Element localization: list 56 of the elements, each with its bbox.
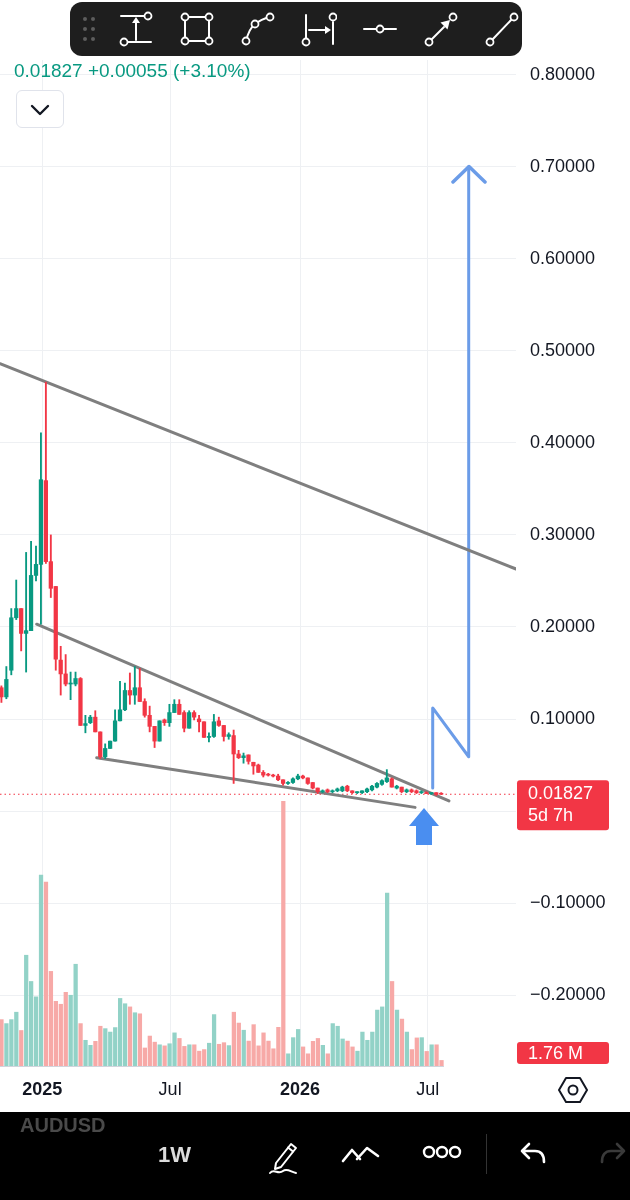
y-tick-label: 0.80000 — [530, 63, 596, 84]
bar — [63, 992, 68, 1066]
bar — [38, 874, 44, 1066]
candlestick — [23, 552, 29, 673]
bar — [216, 1043, 222, 1066]
bar — [424, 1051, 429, 1066]
text: 5d 7h — [528, 805, 574, 826]
bar — [300, 1046, 306, 1066]
bar — [429, 1044, 434, 1066]
bar — [320, 1045, 325, 1066]
x-tick-label: Jul — [416, 1078, 440, 1099]
bar — [137, 1013, 143, 1066]
y-tick-label: 0.40000 — [530, 431, 596, 452]
x-tick-label: Jul — [158, 1078, 182, 1099]
text: 1.76 M — [528, 1043, 584, 1063]
bar — [226, 1045, 232, 1066]
bar — [211, 1014, 217, 1066]
bar — [414, 1037, 419, 1066]
y-tick-label: 0.60000 — [530, 247, 596, 268]
bar — [187, 1044, 192, 1066]
bar — [78, 1023, 83, 1066]
y-tick-label: 0.30000 — [530, 523, 596, 544]
bar — [389, 981, 395, 1066]
bar — [103, 1028, 108, 1066]
bar — [19, 1030, 24, 1066]
bar — [192, 1044, 197, 1066]
bar — [399, 1018, 405, 1066]
bar — [24, 954, 29, 1066]
bar — [157, 1044, 162, 1066]
bar — [162, 1045, 167, 1066]
bar — [127, 1006, 133, 1066]
bar — [4, 1023, 9, 1066]
y-tick-label: 0.50000 — [530, 339, 596, 360]
y-tick-label: 0.10000 — [530, 707, 596, 728]
bar — [241, 1029, 246, 1066]
x-tick-label: 2025 — [22, 1078, 63, 1099]
ref-line-label: 0.01827 — [528, 783, 594, 804]
bar — [0, 1019, 4, 1066]
bottom-toolbar: AUDUSD 1W — [0, 1112, 630, 1200]
bar — [43, 881, 49, 1066]
y-tick-label: −0.10000 — [530, 892, 606, 913]
bar — [132, 1012, 138, 1066]
bar — [394, 1009, 400, 1066]
chart-title: 0.01827 +0.00055 (+3.10%) — [14, 60, 251, 82]
candlestick — [127, 672, 133, 705]
bar — [419, 1037, 424, 1066]
bar — [73, 963, 78, 1066]
bar — [404, 1031, 410, 1066]
bar — [310, 1041, 316, 1066]
bar — [221, 1042, 227, 1066]
bar — [315, 1038, 321, 1066]
y-tick-label: 0.20000 — [530, 615, 596, 636]
y-tick-label: −0.20000 — [530, 984, 606, 1005]
bar — [325, 1053, 330, 1066]
y-tick-label: 0.70000 — [530, 155, 596, 176]
x-tick-label: 2026 — [279, 1078, 321, 1099]
